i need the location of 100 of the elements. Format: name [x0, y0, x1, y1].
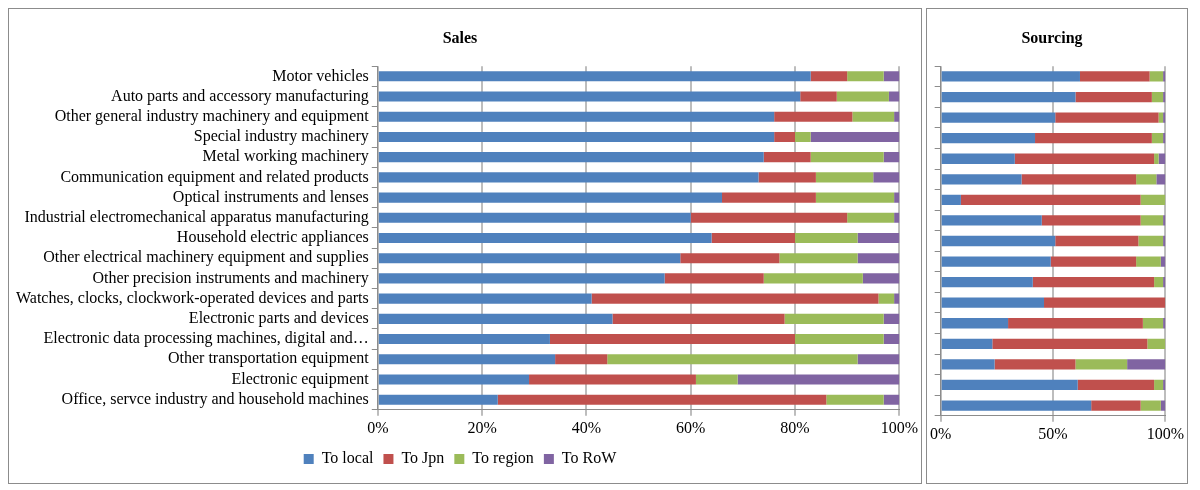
bar [690, 212, 848, 223]
x-tick-label: 60% [676, 418, 706, 436]
bar [1035, 133, 1152, 144]
bar [529, 374, 696, 385]
y-tick-label: Electronic parts and devices [188, 309, 369, 328]
bar [497, 394, 827, 405]
bar [826, 394, 884, 405]
bar [941, 256, 1051, 267]
bar [1140, 215, 1164, 226]
bar [941, 133, 1036, 144]
bar [1075, 359, 1128, 370]
chart-title: Sales [442, 28, 478, 46]
x-tick-label: 0% [367, 418, 389, 436]
legend-label: To region [472, 449, 534, 468]
bar [1127, 359, 1166, 370]
bar [883, 71, 900, 82]
bar [1160, 256, 1166, 267]
bar [857, 354, 900, 365]
bar [852, 111, 895, 122]
bar [1158, 112, 1164, 123]
y-tick-label: Industrial electromechanical apparatus manufacturing [24, 207, 369, 226]
bar [774, 111, 853, 122]
bar [883, 334, 900, 345]
bar [378, 334, 550, 345]
bar [883, 394, 900, 405]
bar [378, 394, 498, 405]
bar [883, 152, 900, 163]
bar [815, 192, 895, 203]
bar [1091, 400, 1141, 411]
bar [680, 253, 780, 264]
bar [378, 91, 801, 102]
bar [810, 71, 848, 82]
bar [1044, 297, 1166, 308]
bar [378, 354, 556, 365]
legend-label: To local [321, 449, 375, 467]
x-tick-label: 50% [1038, 424, 1068, 442]
bar [894, 293, 900, 304]
bar [1154, 153, 1159, 164]
legend-label: To Jpn [401, 449, 445, 468]
bar [378, 152, 764, 163]
bar [378, 232, 712, 244]
x-tick-label: 20% [467, 418, 497, 436]
bar [1142, 318, 1164, 329]
bar [1041, 215, 1141, 226]
bar [836, 91, 889, 102]
bar [1147, 338, 1166, 349]
bar [941, 338, 993, 349]
bar [941, 235, 1056, 247]
bar [800, 91, 837, 102]
bar [941, 153, 1015, 164]
bar [1136, 256, 1161, 267]
bar [1008, 318, 1143, 329]
bar [1014, 153, 1155, 164]
bar [941, 400, 1092, 411]
bar [810, 152, 884, 163]
bar [779, 253, 858, 264]
bar [784, 313, 884, 324]
bar [1050, 256, 1137, 267]
x-tick-label: 40% [571, 418, 602, 436]
bar [1151, 91, 1164, 103]
legend-label: To RoW [561, 449, 618, 467]
bar [1163, 215, 1166, 226]
bar [1160, 400, 1166, 411]
bar [763, 152, 811, 163]
bar [1055, 235, 1139, 247]
bar [737, 374, 900, 385]
y-tick-label: Electronic data processing machines, digital and… [43, 329, 369, 348]
bar [1156, 174, 1166, 185]
y-tick-label: Watches, clocks, clockwork-operated devices and parts [15, 288, 369, 307]
bar [378, 111, 775, 122]
bar [378, 172, 759, 183]
bar [664, 273, 764, 284]
bar [878, 293, 895, 304]
x-tick-label: 80% [780, 418, 810, 436]
chart-title: Sourcing [1021, 28, 1083, 47]
bar [857, 232, 900, 244]
bar [941, 215, 1042, 226]
bar [774, 131, 796, 142]
bar [1021, 174, 1137, 185]
bar [992, 338, 1148, 349]
bar [941, 174, 1022, 185]
bar [941, 297, 1045, 308]
bar [894, 111, 900, 122]
bar [941, 71, 1080, 82]
bar [555, 354, 608, 365]
bar [815, 172, 874, 183]
bar [378, 253, 681, 264]
bar [1154, 379, 1164, 391]
x-tick-label: 100% [1146, 424, 1184, 442]
bar [894, 192, 900, 203]
bar [378, 293, 592, 304]
bar [591, 293, 879, 304]
bar [378, 192, 723, 203]
bar [549, 334, 796, 345]
bar [1077, 379, 1155, 391]
bar [888, 91, 900, 102]
y-tick-label: Communication equipment and related products [60, 167, 369, 186]
bar [378, 212, 691, 223]
bar [378, 131, 775, 142]
bar [1136, 174, 1157, 185]
